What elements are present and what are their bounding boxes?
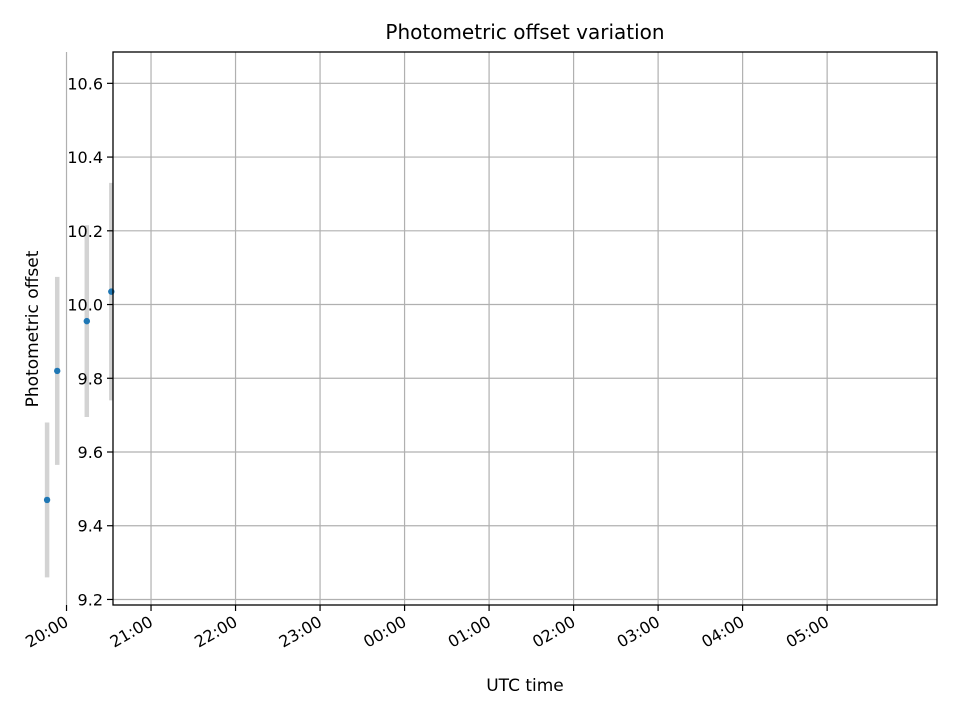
y-tick-label: 9.4 xyxy=(78,517,103,536)
x-tick-label: 01:00 xyxy=(445,612,494,652)
y-tick-label: 10.2 xyxy=(67,222,103,241)
y-tick-label: 9.8 xyxy=(78,369,103,388)
x-tick-label: 20:00 xyxy=(22,612,71,652)
data-point xyxy=(54,367,61,375)
x-tick-label: 23:00 xyxy=(276,612,325,652)
y-tick-label: 10.0 xyxy=(67,296,103,315)
data-point xyxy=(83,317,91,325)
x-tick-label: 00:00 xyxy=(360,612,409,652)
y-tick-label: 9.2 xyxy=(78,590,103,609)
data-point xyxy=(43,496,51,504)
y-tick-label: 9.6 xyxy=(78,443,103,462)
x-tick-label: 21:00 xyxy=(107,612,156,652)
x-tick-label: 02:00 xyxy=(529,612,578,652)
data-points xyxy=(43,288,115,504)
y-tick-label: 10.4 xyxy=(67,148,103,167)
axis-ticks: 20:00 21:00 22:00 23:00 00:00 01:00 02:00 03:00… xyxy=(22,74,832,651)
x-tick-label: 04:00 xyxy=(698,612,747,652)
chart-title: Photometric offset variation xyxy=(385,20,664,44)
x-axis-title: UTC time xyxy=(486,676,564,696)
x-tick-label: 22:00 xyxy=(191,612,240,652)
plot-area-frame xyxy=(112,51,938,606)
x-tick-label: 03:00 xyxy=(614,612,663,652)
y-axis-title: Photometric offset xyxy=(23,250,43,407)
x-tick-label: 05:00 xyxy=(783,612,832,652)
grid-lines xyxy=(65,52,937,605)
y-tick-label: 10.6 xyxy=(67,74,103,93)
